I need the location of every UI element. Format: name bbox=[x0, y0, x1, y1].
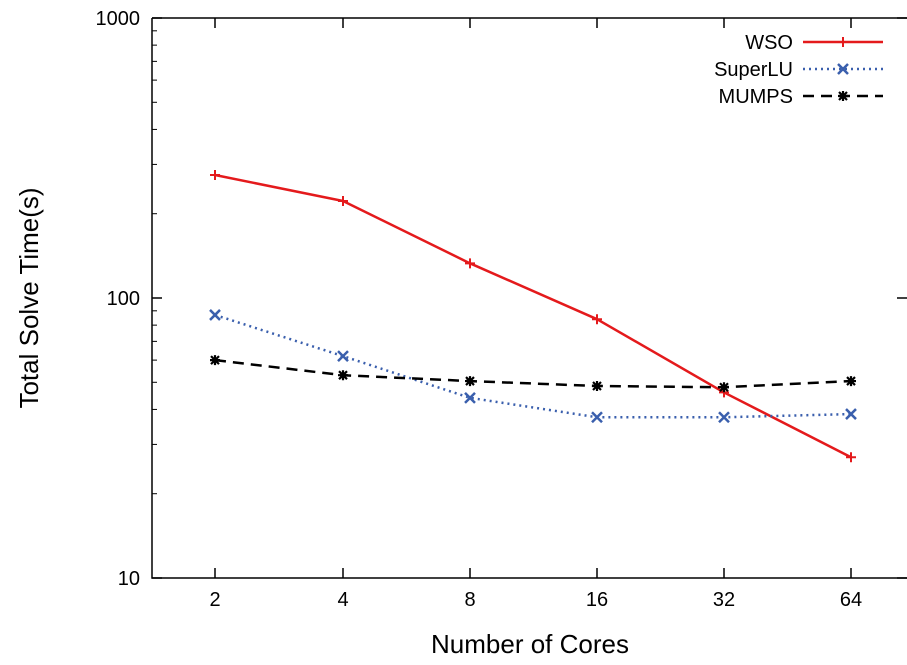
axes bbox=[151, 17, 907, 579]
y-tick-label: 100 bbox=[107, 288, 140, 310]
y-tick-label: 10 bbox=[118, 568, 140, 590]
data-point-marker bbox=[845, 408, 857, 420]
series-group bbox=[209, 169, 857, 463]
x-tick-label: 16 bbox=[586, 589, 608, 611]
series-wso bbox=[210, 169, 856, 463]
y-tick-label: 1000 bbox=[96, 8, 141, 30]
series-mumps bbox=[210, 355, 856, 393]
data-point-marker bbox=[592, 380, 602, 391]
data-point-marker bbox=[465, 258, 475, 269]
data-point-marker bbox=[837, 63, 849, 75]
series-line bbox=[214, 358, 852, 389]
data-point-marker bbox=[465, 376, 475, 387]
data-point-marker bbox=[210, 169, 220, 180]
plot-frame bbox=[151, 17, 907, 579]
data-point-marker bbox=[719, 382, 729, 393]
data-point-marker bbox=[718, 411, 730, 424]
y-axis-title: Total Solve Time(s) bbox=[14, 187, 44, 408]
x-tick-label: 2 bbox=[209, 589, 220, 611]
x-tick-label: 32 bbox=[713, 589, 735, 611]
data-point-marker bbox=[338, 196, 348, 207]
x-tick-label: 8 bbox=[464, 589, 475, 611]
data-point-marker bbox=[209, 309, 221, 321]
legend-label: SuperLU bbox=[714, 59, 793, 81]
x-tick-label: 64 bbox=[840, 589, 862, 611]
series-line bbox=[214, 173, 852, 459]
data-point-marker bbox=[210, 355, 220, 366]
data-point-marker bbox=[592, 314, 602, 325]
legend: WSO SuperLU MUMPS bbox=[714, 32, 883, 108]
data-point-marker bbox=[338, 370, 348, 381]
data-point-marker bbox=[591, 411, 603, 424]
legend-label: WSO bbox=[745, 32, 793, 54]
data-point-marker bbox=[464, 391, 476, 404]
x-tick-label: 4 bbox=[337, 589, 348, 611]
series-superlu bbox=[209, 309, 857, 424]
data-point-marker bbox=[846, 452, 856, 463]
series-line bbox=[214, 313, 852, 419]
data-point-marker bbox=[838, 91, 848, 101]
data-point-marker bbox=[846, 376, 856, 387]
tick-labels: 2 4 8 16 32 64 10 100 1000 bbox=[96, 8, 863, 611]
data-point-marker bbox=[337, 350, 349, 363]
x-axis-title: Number of Cores bbox=[431, 629, 629, 659]
legend-label: MUMPS bbox=[719, 86, 793, 108]
data-point-marker bbox=[838, 37, 848, 47]
